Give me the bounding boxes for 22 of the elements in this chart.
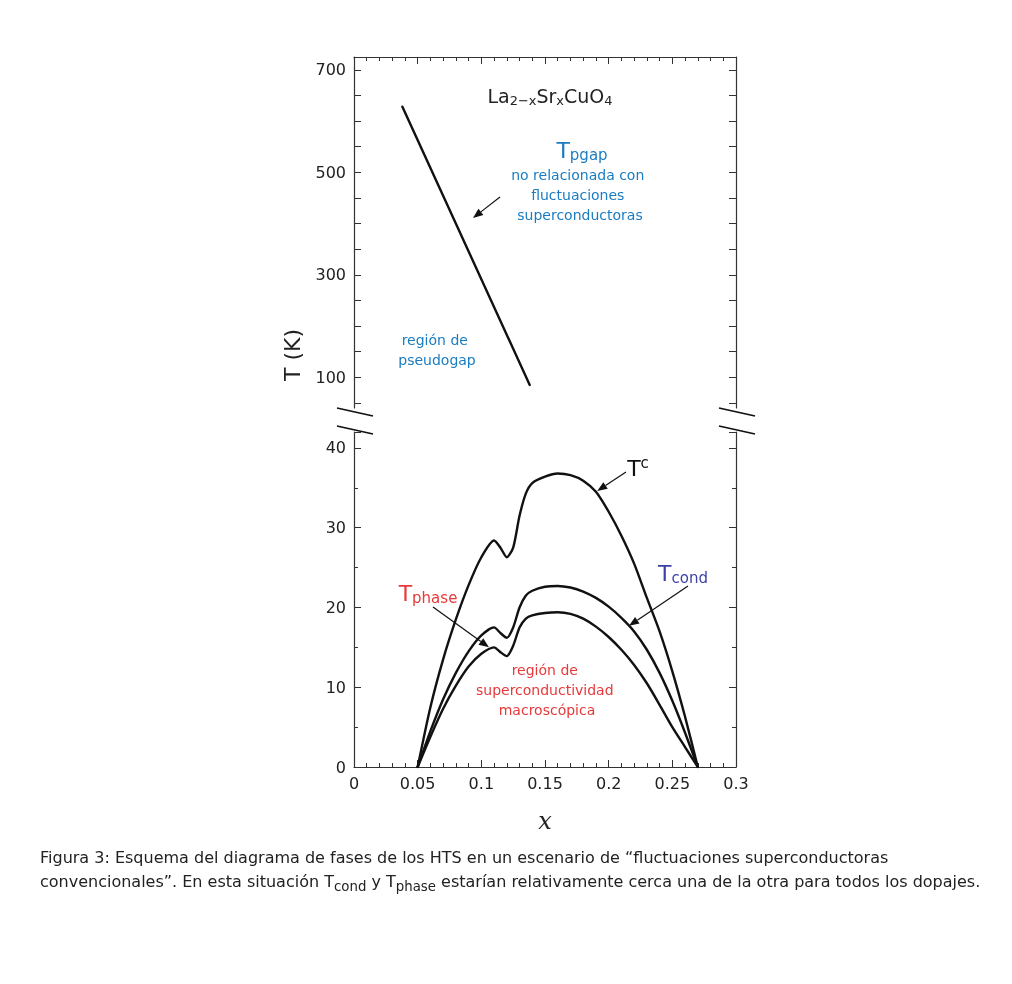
x-tick-label: 0.25	[654, 773, 691, 793]
x-tick-label: 0.15	[527, 773, 563, 793]
y-tick-label: 700	[315, 60, 346, 80]
y-tick-label: 20	[325, 597, 346, 617]
x-tick-label: 0.2	[595, 773, 622, 793]
y-tick-label: 100	[315, 367, 346, 387]
annotation: no relacionada con fluctuaciones superconductoras	[511, 167, 649, 223]
y-tick-label: 0	[335, 757, 346, 777]
x-tick-label: 0	[348, 773, 360, 793]
y-tick-label: 30	[325, 518, 346, 538]
annotation: región de pseudogap	[398, 332, 476, 368]
y-tick-label: 40	[325, 438, 346, 458]
y-tick-label: 500	[315, 162, 346, 182]
y-axis-title: T (K)	[279, 328, 305, 383]
x-tick-label: 0.3	[723, 773, 749, 793]
y-tick-label: 10	[325, 677, 346, 697]
x-tick-label: 0.05	[399, 773, 436, 793]
x-tick-label: 0.1	[468, 773, 495, 793]
text: Figura 3: Esquema del diagrama de fases de los HTS en un escenario de “fluctuaciones superconductoras convencionales”. En esta situación T$_{cond}$ y T$_{phase}$ estarían relativamente cerca una de la otra para todos los dopajes.	[40, 847, 982, 897]
annotation: región de superconductividad macroscópica	[475, 662, 619, 718]
y-tick-label: 300	[315, 265, 346, 285]
x-axis-title: x	[538, 807, 553, 835]
